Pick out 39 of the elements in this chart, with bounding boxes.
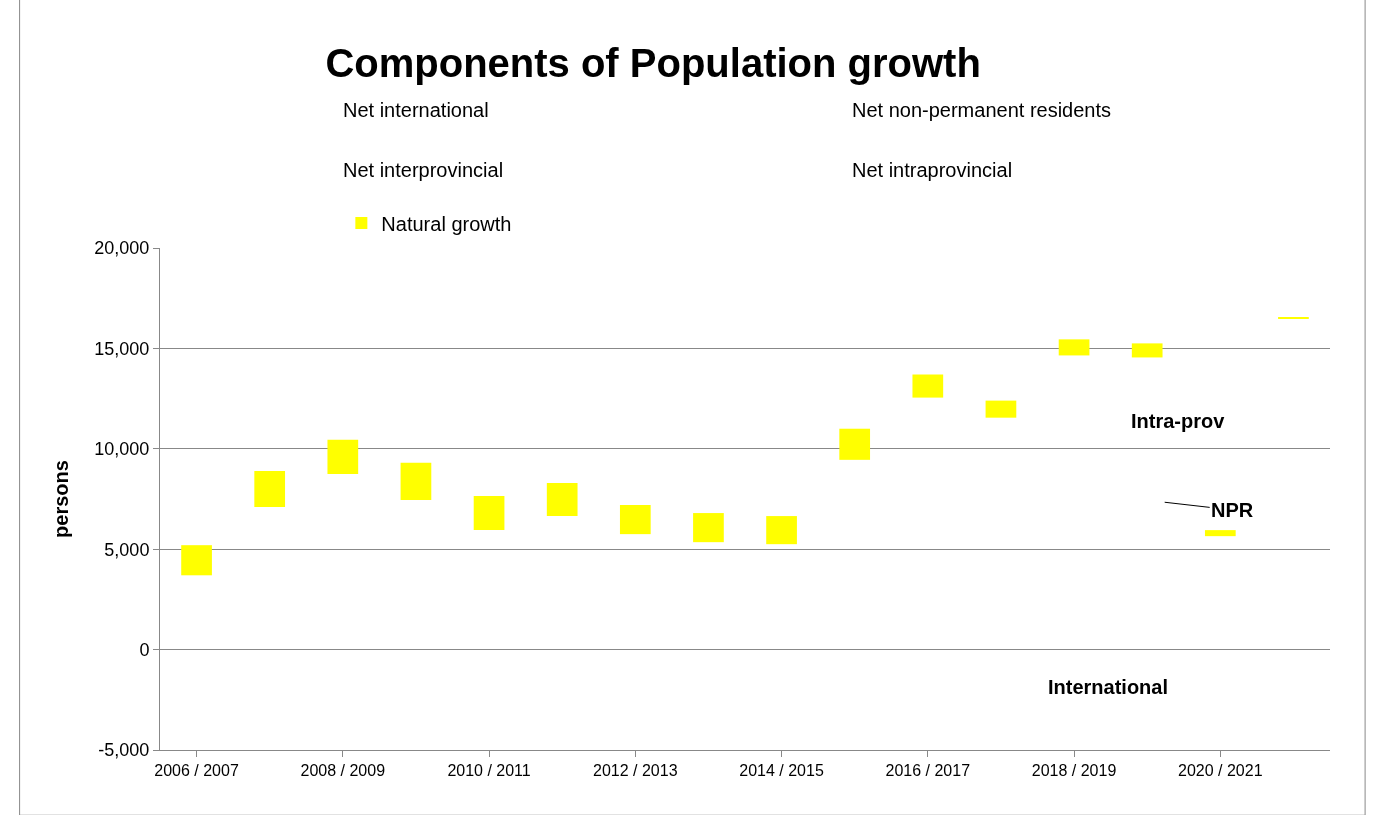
x-tick-label: 2018 / 2019: [1031, 762, 1117, 780]
chart-title: Components of Population growth: [325, 40, 981, 85]
annotation: International: [1048, 676, 1169, 698]
legend-label: Natural growth: [381, 212, 512, 235]
bar: [912, 374, 944, 398]
bar: [254, 470, 286, 508]
annotation: Intra-prov: [1131, 410, 1226, 432]
bar: [181, 545, 212, 576]
bar: [1058, 339, 1090, 356]
bar: [473, 495, 505, 531]
text: Net international: [343, 99, 489, 121]
x-tick-label: 2008 / 2009: [300, 762, 386, 780]
y-axis-title: persons: [49, 460, 72, 538]
y-tick-label: 20,000: [94, 238, 150, 259]
bar: [1204, 530, 1236, 537]
y-tick-label: 5,000: [104, 539, 150, 560]
text: Net interprovincial: [343, 159, 504, 181]
y-tick-label: -5,000: [98, 740, 150, 761]
x-tick-label: 2010 / 2011: [447, 762, 531, 780]
y-tick-label: 15,000: [94, 338, 150, 359]
x-tick-label: 2012 / 2013: [593, 762, 678, 780]
bar: [985, 400, 1017, 418]
annotation: NPR: [1211, 499, 1254, 521]
text: Net non-permanent residents: [852, 99, 1112, 121]
bar: [1131, 343, 1163, 358]
y-tick-label: 10,000: [94, 439, 150, 460]
y-tick-label: 0: [139, 639, 150, 660]
x-tick-label: 2006 / 2007: [154, 762, 239, 780]
bar: [619, 505, 651, 535]
bar: [327, 439, 359, 474]
bar: [693, 513, 724, 543]
bar: [766, 516, 797, 545]
x-tick-label: 2016 / 2017: [885, 762, 971, 780]
bar: [546, 482, 578, 517]
text: Net intraprovincial: [852, 159, 1013, 181]
bar: [839, 428, 871, 460]
x-tick-label: 2020 / 2021: [1178, 762, 1263, 780]
x-tick-label: 2014 / 2015: [739, 762, 824, 780]
bar: [400, 462, 432, 500]
